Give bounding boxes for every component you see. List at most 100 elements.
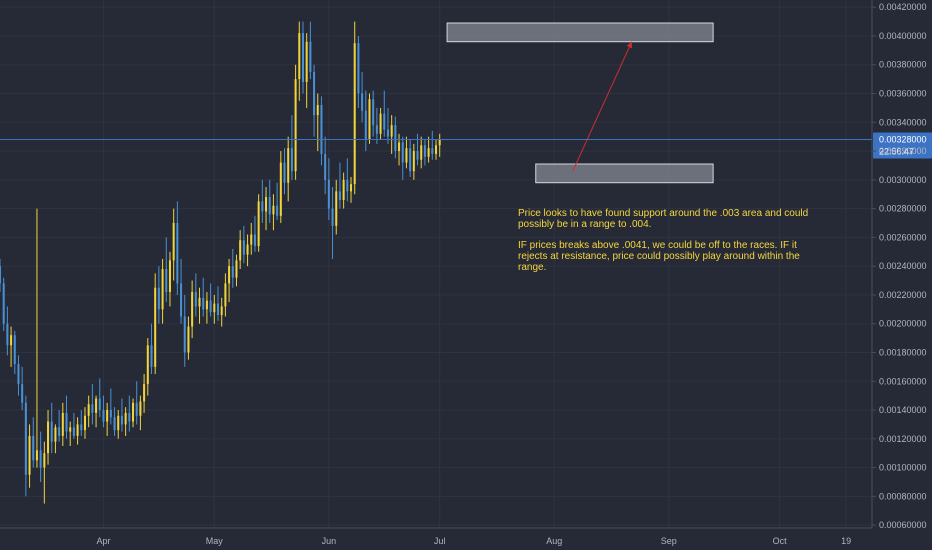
candle-body: [316, 105, 319, 116]
candle: [331, 187, 334, 259]
candle: [39, 431, 42, 482]
candle: [69, 421, 72, 446]
candle-body: [438, 139, 441, 146]
candle-body: [128, 412, 131, 422]
candle-body: [298, 33, 301, 80]
candle-body: [246, 244, 249, 255]
candle-body: [420, 145, 423, 160]
support-zone: [535, 163, 714, 184]
candle-body: [368, 99, 371, 140]
x-tick-label: Sep: [661, 536, 677, 546]
candle: [154, 273, 157, 375]
candle: [431, 130, 434, 160]
candle: [10, 326, 13, 367]
y-tick-label: 0.00060000: [879, 520, 927, 530]
candle: [235, 254, 238, 287]
candle: [2, 277, 5, 331]
candle-body: [205, 300, 208, 310]
candle: [361, 71, 364, 123]
candle: [401, 136, 404, 180]
candle: [168, 251, 171, 307]
candle-body: [106, 410, 109, 422]
candle-body: [50, 421, 53, 442]
candle: [106, 402, 109, 436]
candle-body: [228, 266, 231, 284]
candle: [80, 410, 83, 436]
candle: [350, 176, 353, 203]
y-tick-label: 0.00320000: [879, 146, 927, 156]
candle: [242, 225, 245, 264]
candle-body: [383, 113, 386, 130]
candle-body: [98, 398, 101, 411]
y-tick-label: 0.00220000: [879, 290, 927, 300]
candle-body: [372, 99, 375, 126]
candle: [54, 424, 57, 454]
candle: [294, 64, 297, 180]
candle: [95, 395, 98, 428]
candle: [83, 407, 86, 439]
candle: [6, 306, 9, 356]
candle-body: [194, 292, 197, 307]
candle: [290, 115, 293, 180]
candle: [32, 417, 35, 468]
candle-body: [327, 179, 330, 209]
candle: [43, 441, 46, 504]
candle: [0, 258, 2, 293]
candle: [198, 287, 201, 324]
candle: [298, 21, 301, 101]
candle-body: [253, 234, 256, 247]
y-tick-label: 0.00420000: [879, 2, 927, 12]
candle-body: [379, 113, 382, 134]
candle-body: [390, 125, 393, 137]
candle: [72, 412, 75, 439]
candle-body: [202, 297, 205, 310]
candle: [268, 179, 271, 223]
candle-body: [58, 427, 61, 436]
candle: [209, 283, 212, 317]
candle-body: [47, 421, 50, 454]
candle-body: [24, 402, 27, 475]
candle-body: [346, 179, 349, 192]
y-tick-label: 0.00240000: [879, 261, 927, 271]
x-tick-label: Aug: [546, 536, 562, 546]
candle-body: [324, 153, 327, 180]
candle: [172, 208, 175, 281]
y-tick-label: 0.00200000: [879, 319, 927, 329]
candle-body: [301, 33, 304, 83]
candle: [180, 258, 183, 324]
candle: [423, 139, 426, 166]
candle: [305, 33, 308, 108]
candle-body: [250, 234, 253, 245]
candle-body: [32, 435, 35, 461]
candle: [357, 35, 360, 108]
candle: [313, 64, 316, 137]
candle: [398, 133, 401, 166]
candle-body: [80, 424, 83, 431]
candle-body: [283, 162, 286, 183]
candle-body: [65, 412, 68, 432]
candle-body: [265, 197, 268, 212]
candles: [0, 21, 441, 504]
candle-body: [180, 283, 183, 317]
candle: [102, 395, 105, 428]
annotation-text: Price looks to have found support around…: [518, 208, 818, 283]
candle: [276, 182, 279, 221]
candle: [187, 316, 190, 360]
candle-body: [313, 71, 316, 116]
candle: [383, 90, 386, 137]
candle-body: [353, 43, 356, 185]
candle-body: [183, 316, 186, 353]
candle-body: [290, 148, 293, 172]
annotation-line-2: IF prices breaks above .0041, we could b…: [518, 240, 800, 273]
candle: [301, 21, 304, 94]
candle: [420, 136, 423, 169]
candle: [283, 148, 286, 195]
candle: [405, 136, 408, 169]
y-tick-label: 0.00160000: [879, 376, 927, 386]
candle-body: [87, 404, 90, 416]
countdown-label: 22:56:47: [879, 147, 914, 157]
candle-body: [2, 283, 5, 324]
candle-body: [83, 415, 86, 431]
